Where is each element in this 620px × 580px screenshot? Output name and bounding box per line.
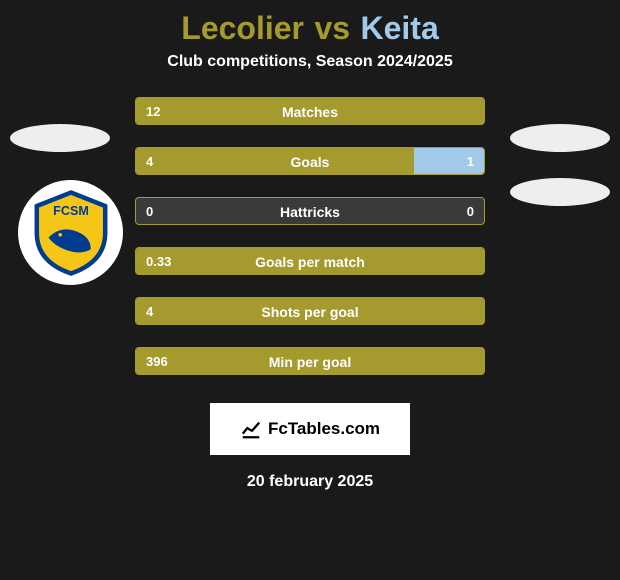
player2-avatar-placeholder — [510, 124, 610, 152]
stat-label: Matches — [136, 98, 484, 125]
footer-logo: FcTables.com — [210, 403, 410, 455]
stat-label: Hattricks — [136, 198, 484, 225]
footer-date: 20 february 2025 — [0, 473, 620, 491]
comparison-title: Lecolier vs Keita — [0, 0, 620, 53]
subtitle: Club competitions, Season 2024/2025 — [0, 53, 620, 91]
player1-avatar-placeholder — [10, 124, 110, 152]
stat-label: Shots per goal — [136, 298, 484, 325]
stat-row: 00Hattricks — [135, 197, 485, 225]
player2-club-placeholder — [510, 178, 610, 206]
stat-row: 41Goals — [135, 147, 485, 175]
club-badge-icon: FCSM — [26, 188, 116, 278]
stat-label: Goals — [136, 148, 484, 175]
chart-icon — [240, 418, 262, 440]
player1-club-badge: FCSM — [18, 180, 123, 285]
stat-row: 4Shots per goal — [135, 297, 485, 325]
footer-logo-text: FcTables.com — [268, 419, 380, 439]
stat-row: 0.33Goals per match — [135, 247, 485, 275]
club-badge-text: FCSM — [53, 204, 89, 218]
stat-row: 12Matches — [135, 97, 485, 125]
player2-name: Keita — [360, 10, 438, 46]
player1-name: Lecolier — [181, 10, 304, 46]
stat-label: Goals per match — [136, 248, 484, 275]
stat-row: 396Min per goal — [135, 347, 485, 375]
stat-label: Min per goal — [136, 348, 484, 375]
vs-text: vs — [314, 10, 350, 46]
stats-container: 12Matches 41Goals 00Hattricks 0.33Goals per… — [135, 91, 485, 375]
